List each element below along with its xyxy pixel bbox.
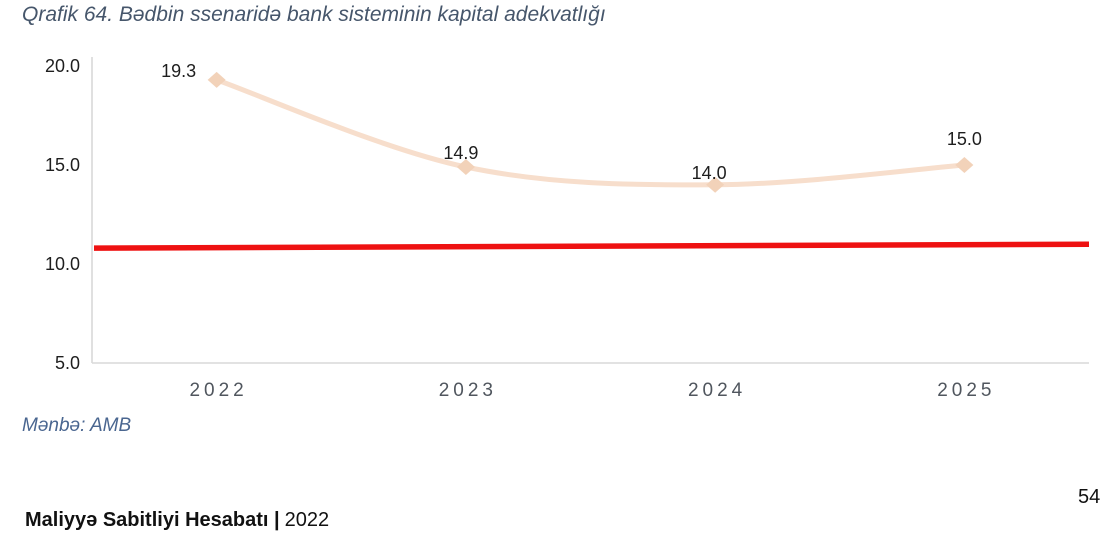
report-footer: Maliyyə Sabitliyi Hesabatı | 2022 (25, 509, 329, 532)
data-point-marker (955, 157, 974, 173)
x-tick-label: 2025 (937, 380, 995, 401)
footer-report-name: Maliyyə Sabitliyi Hesabatı | (25, 509, 280, 531)
data-label: 14.0 (692, 163, 727, 183)
threshold-line (93, 241, 1090, 251)
x-tick-label: 2022 (189, 380, 247, 401)
series-line (214, 77, 967, 188)
y-tick-label: 15.0 (45, 155, 80, 175)
capital-adequacy-line-chart: 5.0 10.0 15.0 20.0 2022 2023 2024 2025 19.3 14.9 1… (45, 56, 1090, 401)
y-tick-label: 20.0 (45, 56, 80, 76)
source-note: Mənbə: AMB (22, 415, 132, 436)
data-point-marker (207, 71, 226, 88)
data-label: 15.0 (947, 129, 982, 149)
y-tick-label: 5.0 (55, 353, 80, 373)
footer-year: 2022 (284, 509, 330, 531)
x-tick-label: 2023 (439, 380, 497, 401)
data-point-marker (706, 176, 725, 193)
page-number: 54 (1078, 486, 1101, 508)
data-label: 14.9 (443, 143, 478, 163)
y-tick-label: 10.0 (45, 254, 80, 274)
chart-title: Qrafik 64. Bədbin ssenaridə bank sistemi… (22, 3, 606, 26)
data-label: 19.3 (161, 61, 196, 81)
data-point-marker (456, 158, 475, 175)
x-tick-label: 2024 (688, 380, 746, 401)
